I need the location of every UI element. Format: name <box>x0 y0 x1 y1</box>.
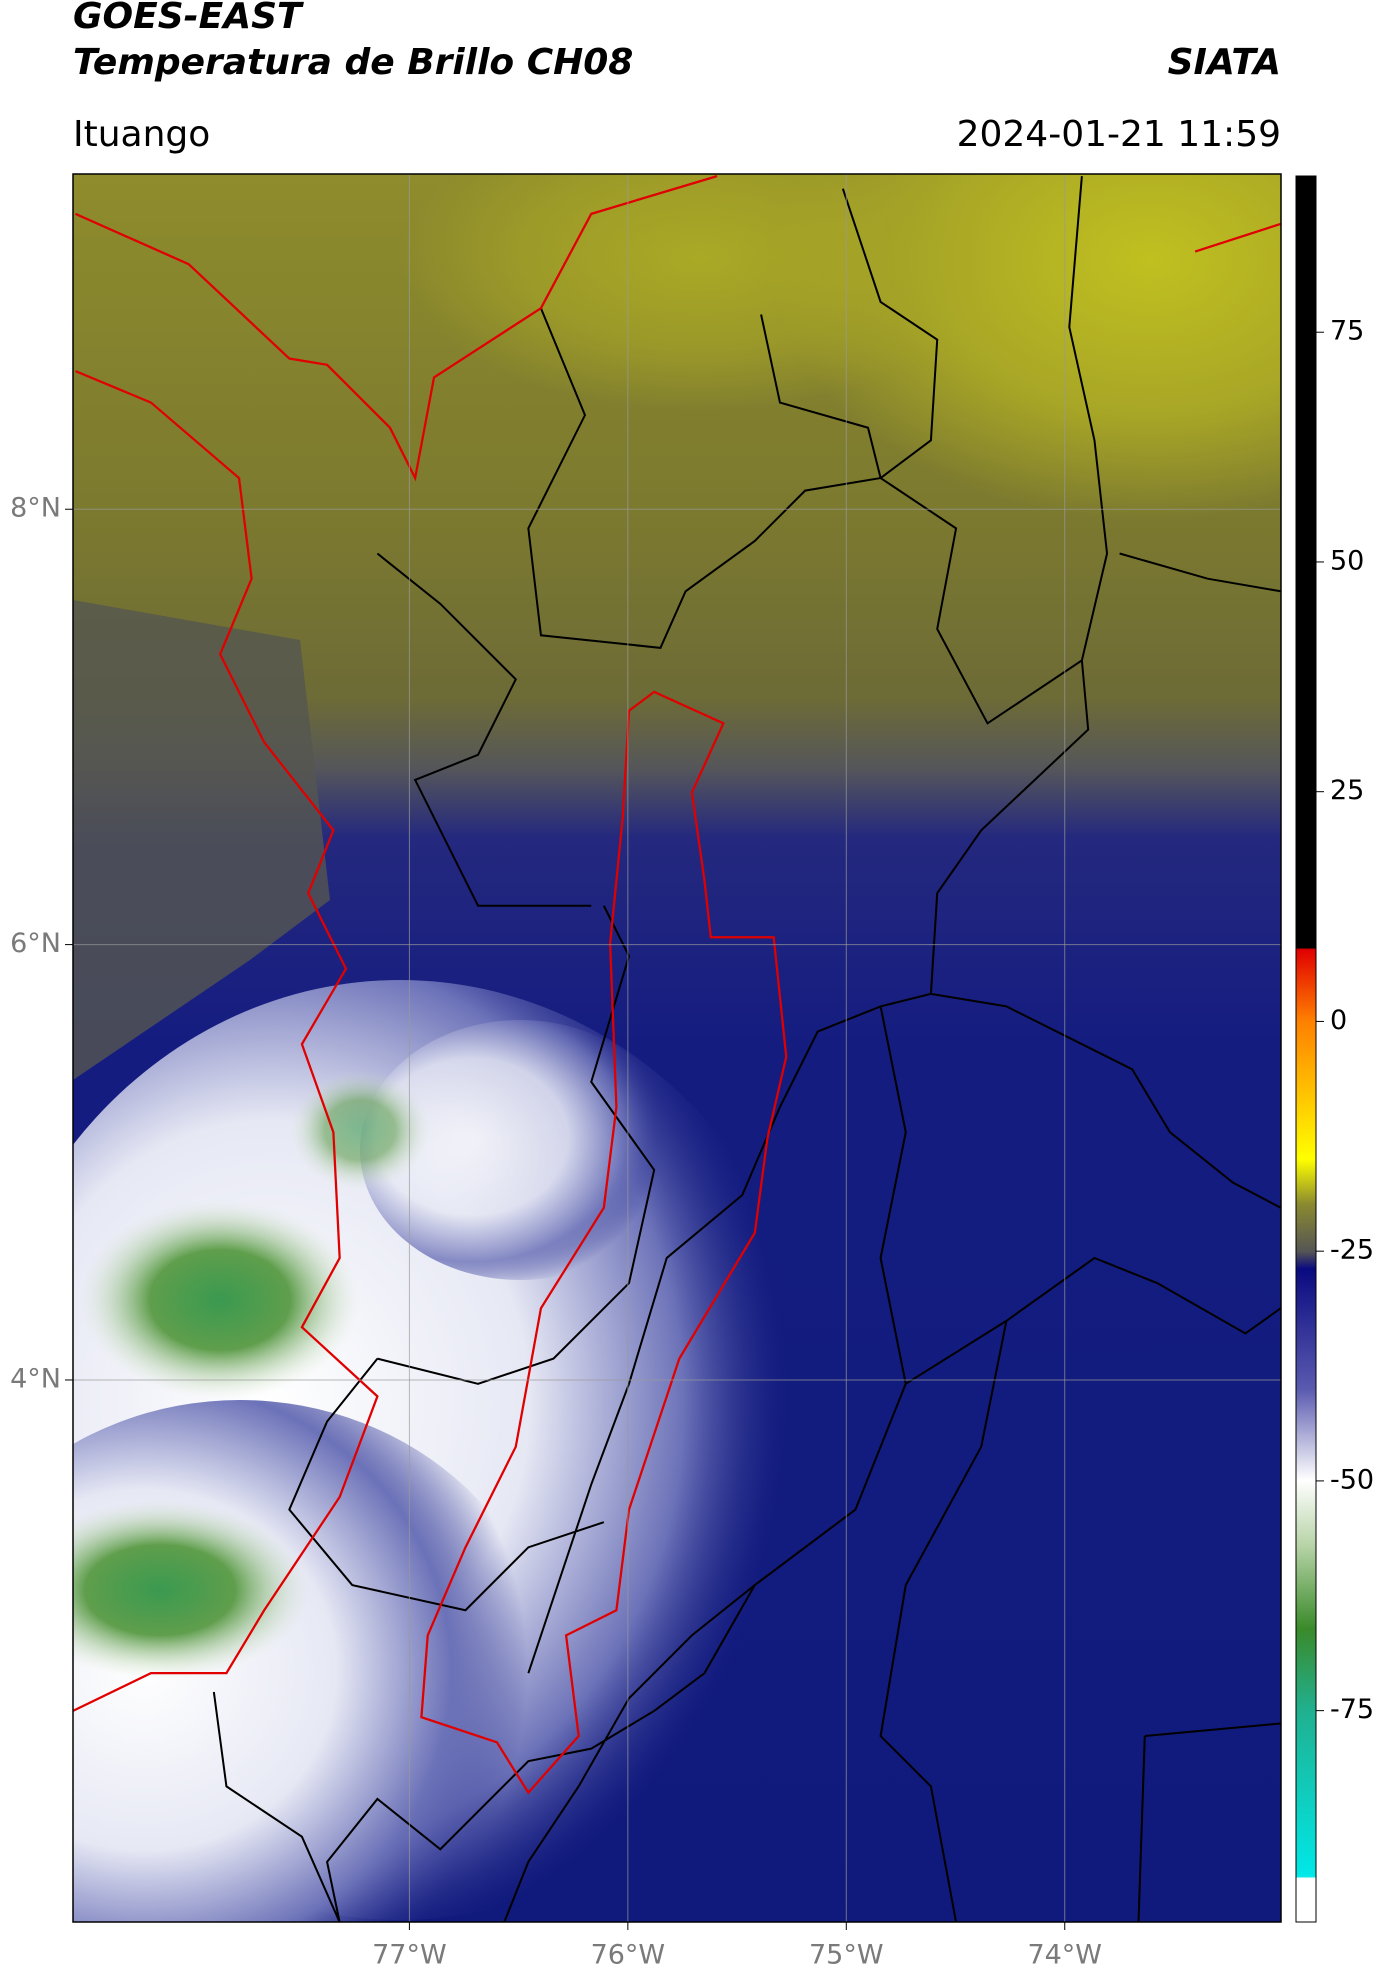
y-tick-label: 8°N <box>10 493 61 524</box>
grid <box>73 174 1281 1922</box>
colorbar <box>1295 175 1317 1923</box>
map-frame <box>72 173 1282 1923</box>
x-tick-label: 76°W <box>591 1940 666 1971</box>
x-tick-label: 74°W <box>1027 1940 1102 1971</box>
y-tick-label: 4°N <box>10 1363 61 1394</box>
title: GOES-EAST <box>73 0 304 37</box>
datetime: 2024-01-21 11:59 <box>957 114 1281 155</box>
colorbar-tick-label: 0 <box>1330 1005 1347 1036</box>
subtitle: Temperatura de Brillo CH08 <box>73 42 633 83</box>
colorbar-tick-label: 50 <box>1330 545 1364 576</box>
x-tick-label: 75°W <box>809 1940 884 1971</box>
source: SIATA <box>1168 42 1281 83</box>
colorbar-tick-label: 25 <box>1330 775 1364 806</box>
colorbar-tick-label: -75 <box>1330 1694 1374 1725</box>
colorbar-tick-label: -50 <box>1330 1464 1374 1495</box>
x-tick-label: 77°W <box>372 1940 447 1971</box>
y-tick-label: 6°N <box>10 928 61 959</box>
colorbar-tick-label: -25 <box>1330 1235 1374 1266</box>
colorbar-tick-label: 75 <box>1330 316 1364 347</box>
location: Ituango <box>73 114 210 155</box>
